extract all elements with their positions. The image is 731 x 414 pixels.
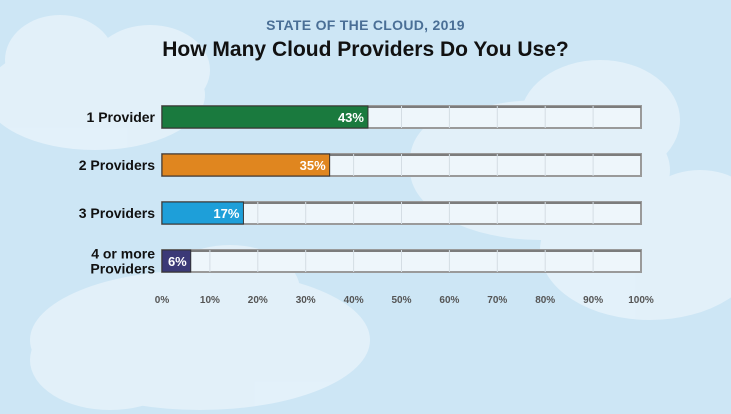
category-label: Providers xyxy=(90,261,155,277)
bar-tracks xyxy=(162,106,641,272)
x-tick-label: 50% xyxy=(391,295,411,306)
x-tick-label: 40% xyxy=(344,295,364,306)
bar-value-label: 6% xyxy=(168,254,187,269)
infographic: STATE OF THE CLOUD, 2019 How Many Cloud … xyxy=(0,0,731,414)
x-tick-label: 90% xyxy=(583,295,603,306)
x-tick-label: 80% xyxy=(535,295,555,306)
x-tick-label: 20% xyxy=(248,295,268,306)
category-label: 4 or more xyxy=(91,246,155,262)
category-label: 3 Providers xyxy=(79,205,155,221)
bar-value-label: 35% xyxy=(300,158,326,173)
x-tick-label: 100% xyxy=(628,295,654,306)
x-tick-label: 10% xyxy=(200,295,220,306)
bar-value-label: 43% xyxy=(338,110,364,125)
bar-value-label: 17% xyxy=(213,206,239,221)
x-tick-label: 70% xyxy=(487,295,507,306)
grid-lines xyxy=(210,106,593,272)
category-label: 2 Providers xyxy=(79,157,155,173)
category-labels: 1 Provider 2 Providers 3 Providers 4 or mor… xyxy=(79,109,156,277)
bars: 43% 35% 17% 6% xyxy=(162,106,368,272)
x-tick-label: 30% xyxy=(296,295,316,306)
bar-chart: 43% 35% 17% 6% 1 Provider 2 Providers 3 Provi… xyxy=(0,0,731,414)
x-axis-ticks: 0% 10% 20% 30% 40% 50% 60% 70% 80% 90% 100% xyxy=(155,295,654,306)
category-label: 1 Provider xyxy=(87,109,156,125)
x-tick-label: 60% xyxy=(439,295,459,306)
x-tick-label: 0% xyxy=(155,295,170,306)
